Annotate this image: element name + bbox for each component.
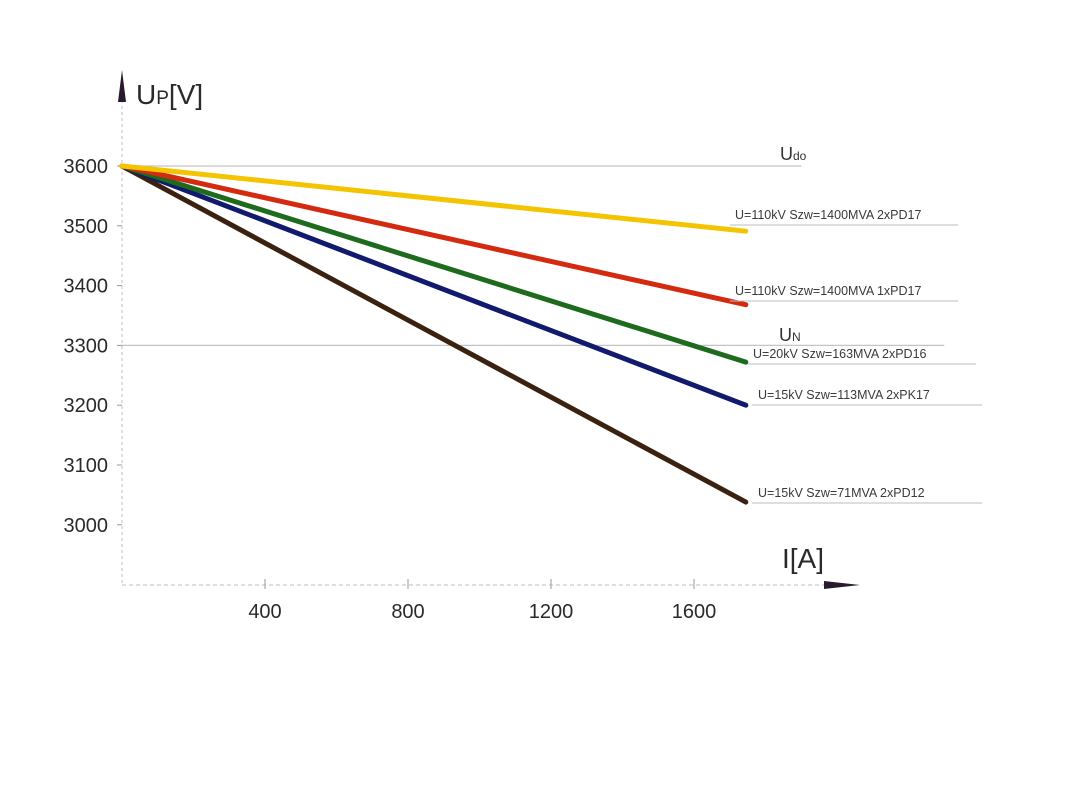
series-lines xyxy=(119,163,749,505)
x-tick-label: 1200 xyxy=(529,601,574,623)
reference-label-udo: Udo xyxy=(780,144,807,164)
x-tick-label: 400 xyxy=(248,601,281,623)
reference-lines: Udo UN xyxy=(122,144,945,346)
y-axis-arrow-icon xyxy=(118,70,126,102)
series-line xyxy=(119,163,749,408)
series-label: U=20kV Szw=163MVA 2xPD16 xyxy=(753,347,927,361)
reference-label-un: UN xyxy=(779,325,801,345)
y-tick-label: 3600 xyxy=(64,156,109,178)
y-tick-label: 3200 xyxy=(64,395,109,417)
series-line xyxy=(119,163,749,234)
series-label: U=15kV Szw=71MVA 2xPD12 xyxy=(758,486,925,500)
x-axis-arrow-icon xyxy=(824,581,860,589)
x-ticks: 400 800 1200 1600 xyxy=(248,579,716,623)
y-ticks: 3000 3100 3200 3300 3400 3500 3600 xyxy=(64,156,122,537)
series-label: U=110kV Szw=1400MVA 2xPD17 xyxy=(735,208,921,222)
y-tick-label: 3000 xyxy=(64,515,109,537)
y-tick-label: 3400 xyxy=(64,276,109,298)
series-line xyxy=(119,163,749,365)
series-line xyxy=(119,163,749,308)
x-axis-title: I[A] xyxy=(782,543,824,574)
y-tick-label: 3300 xyxy=(64,335,109,357)
series-labels: U=110kV Szw=1400MVA 2xPD17 U=110kV Szw=14… xyxy=(730,208,982,504)
x-tick-label: 1600 xyxy=(672,601,717,623)
series-label: U=110kV Szw=1400MVA 1xPD17 xyxy=(735,284,921,298)
axes xyxy=(118,70,860,589)
y-axis-title: UP[V] xyxy=(136,79,203,110)
y-tick-label: 3500 xyxy=(64,216,109,238)
series-line xyxy=(119,163,749,505)
y-tick-label: 3100 xyxy=(64,455,109,477)
x-tick-label: 800 xyxy=(391,601,424,623)
series-label: U=15kV Szw=113MVA 2xPK17 xyxy=(758,388,930,402)
